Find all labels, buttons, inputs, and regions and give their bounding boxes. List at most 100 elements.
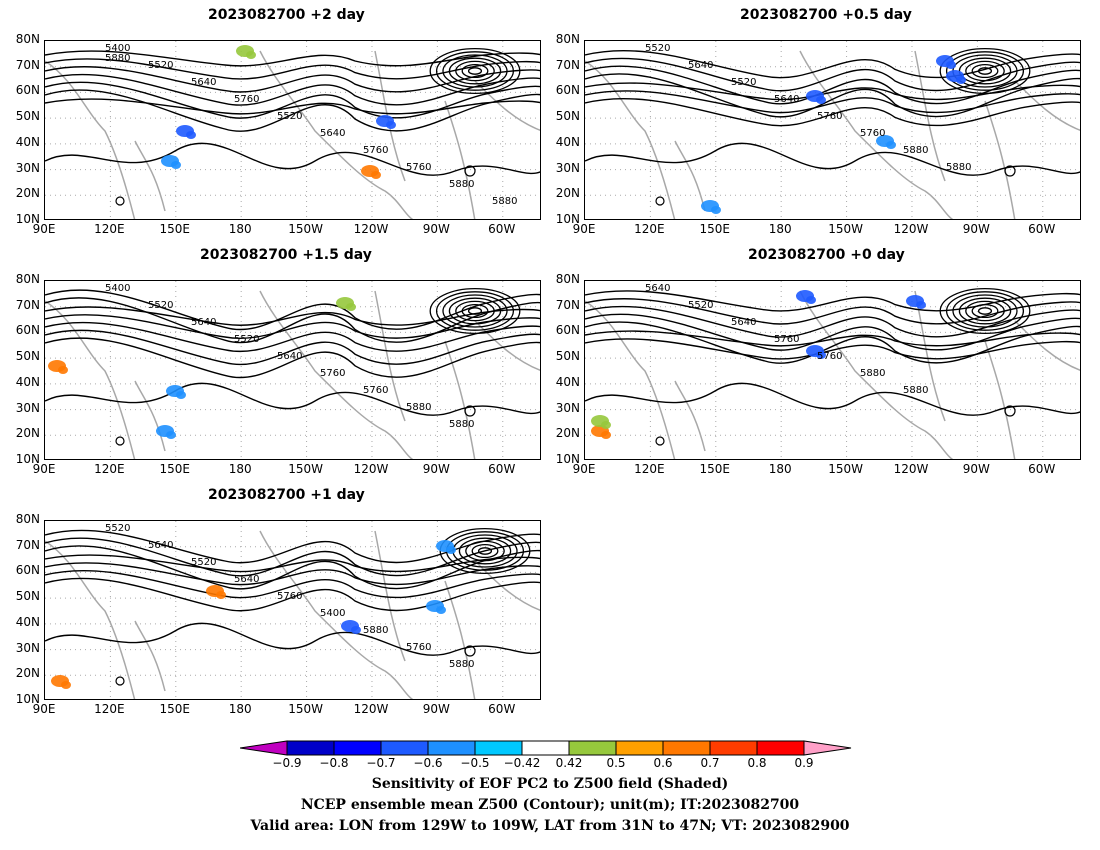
x-tick-label: 150W: [828, 222, 863, 236]
y-tick-label: 20N: [15, 186, 40, 201]
colorbar-tick-label: −0.9: [272, 756, 302, 770]
contour-label: 5880: [946, 162, 971, 173]
colorbar-tick-label: 0.5: [606, 756, 626, 770]
contour-label: 5760: [860, 128, 885, 139]
contour-label: 5640: [191, 77, 216, 88]
y-tick-label: 40N: [555, 374, 580, 389]
y-tick-label: 30N: [15, 160, 40, 175]
y-tick-label: 60N: [555, 323, 580, 338]
panel-title-plus1: 2023082700 +1 day: [208, 487, 365, 503]
y-tick-label: 80N: [15, 272, 40, 286]
y-tick-label: 60N: [555, 83, 580, 98]
map-panel-plus1: 5520 5640 5520 5640 5760 5400 5880 5760 5880: [44, 520, 541, 700]
y-tick-label: 10N: [555, 212, 580, 226]
x-tick-label: 180: [228, 462, 252, 476]
caption-line-3: Valid area: LON from 129W to 109W, LAT f…: [250, 818, 850, 834]
contour-label: 5760: [817, 351, 842, 362]
x-tick-label: 120W: [353, 462, 389, 476]
x-tick-label: 90E: [32, 222, 56, 236]
contour-label: 5520: [191, 557, 216, 568]
colorbar: [240, 740, 852, 756]
contour-label: 5640: [234, 574, 259, 585]
map-plot-plus2: 5400 5520 5640 5760 5520 5640 5760 5760 5880 5880…: [45, 41, 540, 219]
panel-title-plus2: 2023082700 +2 day: [208, 7, 365, 23]
y-tick-label: 60N: [15, 83, 40, 98]
contour-label: 5640: [731, 317, 756, 328]
colorbar-tick-label: −0.8: [319, 756, 349, 770]
y-tick-label: 40N: [555, 134, 580, 149]
contour-label: 5760: [234, 94, 259, 105]
x-tick-label: 150E: [159, 702, 191, 716]
x-tick-label: 90W: [962, 462, 990, 476]
y-tick-label: 50N: [15, 589, 40, 604]
x-tick-label: 90W: [962, 222, 990, 236]
y-tick-label: 60N: [15, 563, 40, 578]
y-tick-label: 50N: [555, 349, 580, 364]
colorbar-tick-label: −0.7: [366, 756, 396, 770]
contour-label: 5520: [688, 300, 713, 311]
y-tick-label: 30N: [555, 160, 580, 175]
x-tick-label: 150E: [159, 222, 191, 236]
contour-label: 5880: [449, 659, 474, 670]
map-plot-plus0: 5640 5520 5640 5760 5760 5880 5880: [585, 281, 1080, 459]
y-tick-label: 30N: [15, 400, 40, 415]
map-panel-plus2: 5400 5520 5640 5760 5520 5640 5760 5760 5880 5880…: [44, 40, 541, 220]
x-tick-label: 120W: [893, 462, 929, 476]
contour-label: 5880: [406, 402, 431, 413]
contour-label: 5520: [234, 334, 259, 345]
y-tick-label: 10N: [15, 212, 40, 226]
x-tick-label: 90W: [422, 222, 450, 236]
contour-label: 5880: [449, 419, 474, 430]
map-plot-plus15: 5400 5520 5640 5520 5640 5760 5760 5880 5880: [45, 281, 540, 459]
x-tick-label: 120W: [353, 702, 389, 716]
y-tick-label: 40N: [15, 374, 40, 389]
colorbar-tick-label: −0.42: [503, 756, 541, 770]
x-tick-label: 120E: [634, 462, 665, 476]
y-tick-label: 40N: [15, 134, 40, 149]
x-tick-label: 60W: [488, 462, 516, 476]
y-tick-label: 20N: [555, 186, 580, 201]
contour-label: 5760: [817, 111, 842, 122]
y-tick-label: 70N: [555, 297, 580, 312]
x-tick-label: 150W: [828, 462, 863, 476]
colorbar-tick-label: 0.6: [653, 756, 673, 770]
colorbar-tick-label: −0.6: [413, 756, 443, 770]
x-tick-label: 90E: [32, 462, 56, 476]
y-tick-label: 30N: [15, 640, 40, 655]
y-tick-label: 20N: [15, 666, 40, 681]
contour-label: 5760: [363, 385, 388, 396]
y-tick-label: 20N: [15, 426, 40, 441]
x-tick-label: 60W: [488, 702, 516, 716]
colorbar-tick-label: 0.8: [747, 756, 767, 770]
contour-label: 5880: [903, 385, 928, 396]
y-tick-label: 70N: [15, 537, 40, 552]
panel-title-plus05: 2023082700 +0.5 day: [740, 7, 912, 23]
x-tick-label: 150E: [699, 462, 731, 476]
y-tick-label: 70N: [15, 57, 40, 72]
caption-line-1: Sensitivity of EOF PC2 to Z500 field (Sh…: [371, 776, 729, 792]
caption-line-2: NCEP ensemble mean Z500 (Contour); unit(…: [300, 797, 800, 813]
contour-label: 5400: [105, 283, 130, 294]
map-plot-plus05: 5520 5640 5520 5640 5760 5760 5880 5880: [585, 41, 1080, 219]
x-tick-label: 180: [768, 462, 792, 476]
contour-label: 5400: [320, 608, 345, 619]
y-tick-label: 70N: [15, 297, 40, 312]
contour-label: 5760: [277, 591, 302, 602]
contour-label: 5520: [148, 300, 173, 311]
x-tick-label: 150E: [699, 222, 731, 236]
y-tick-label: 60N: [15, 323, 40, 338]
y-tick-label: 40N: [15, 614, 40, 629]
contour-label: 5640: [320, 128, 345, 139]
y-tick-label: 10N: [15, 692, 40, 706]
y-tick-label: 80N: [15, 512, 40, 526]
x-tick-label: 150W: [288, 462, 323, 476]
contour-label: 5880: [903, 145, 928, 156]
contour-label: 5880: [363, 625, 388, 636]
contour-label: 5640: [774, 94, 799, 105]
contour-label: 5640: [191, 317, 216, 328]
x-tick-label: 150E: [159, 462, 191, 476]
map-panel-plus15: 5400 5520 5640 5520 5640 5760 5760 5880 5880: [44, 280, 541, 460]
y-tick-label: 30N: [555, 400, 580, 415]
panel-title-plus15: 2023082700 +1.5 day: [200, 247, 372, 263]
x-tick-label: 60W: [488, 222, 516, 236]
